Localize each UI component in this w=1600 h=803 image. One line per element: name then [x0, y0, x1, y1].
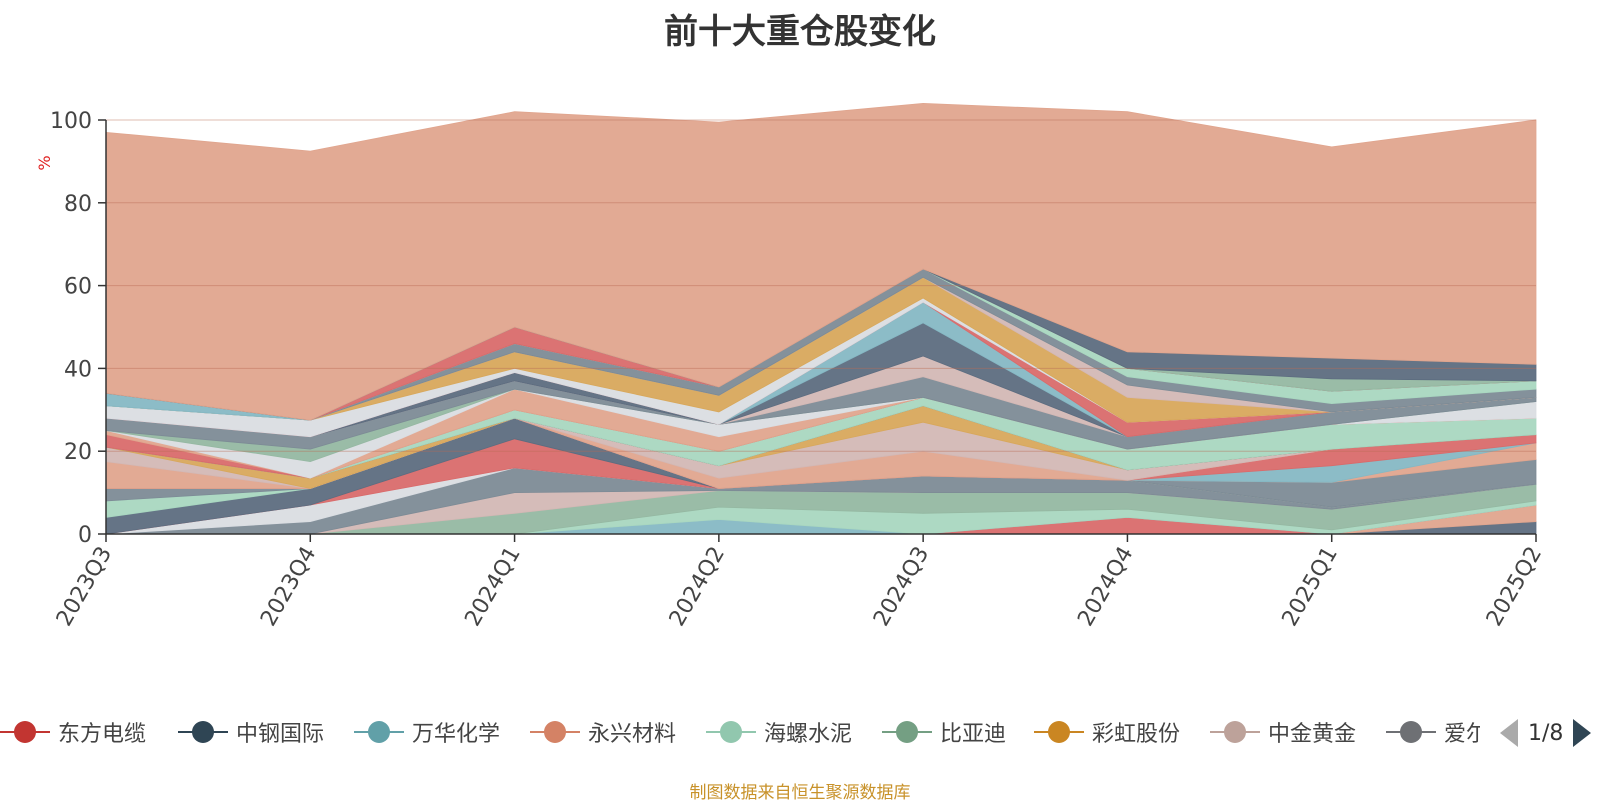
- chart-title: 前十大重仓股变化: [664, 12, 936, 52]
- x-tick-label: 2024Q4: [1073, 543, 1138, 631]
- x-tick-label: 2025Q2: [1482, 543, 1547, 631]
- legend-label: 彩虹股份: [1092, 722, 1181, 747]
- x-tick-label: 2024Q2: [665, 543, 730, 631]
- x-tick-label: 2025Q1: [1278, 543, 1343, 631]
- legend-label: 东方电缆: [58, 722, 147, 747]
- y-tick-label: 80: [64, 192, 92, 217]
- legend-marker: [1034, 717, 1084, 747]
- legend-item[interactable]: 爱尔眼科: [1386, 714, 1480, 750]
- legend-item[interactable]: 彩虹股份: [1034, 714, 1180, 750]
- legend-label: 中金黄金: [1268, 722, 1357, 747]
- x-tick-labels: 2023Q3 2023Q4 2024Q1 2024Q2 2024Q3 2024Q4 2025…: [52, 534, 1547, 631]
- y-tick-label: 100: [50, 109, 92, 134]
- x-tick-label: 2023Q3: [52, 543, 117, 631]
- legend-item[interactable]: 东方电缆: [0, 714, 146, 750]
- y-axis-unit: %: [35, 155, 54, 170]
- legend: 东方电缆 中钢国际 万华化学 永兴材料 海螺水泥 比亚迪 彩虹股份 中金黄金 爱尔眼科: [0, 714, 1480, 750]
- legend-item[interactable]: 比亚迪: [882, 714, 1006, 750]
- x-tick-label: 2023Q4: [256, 543, 321, 631]
- legend-item[interactable]: 万华化学: [354, 714, 500, 750]
- axes: [105, 120, 1536, 535]
- y-tick-label: 40: [64, 357, 92, 382]
- legend-label: 中钢国际: [236, 722, 325, 747]
- legend-marker: [1386, 717, 1436, 747]
- x-tick-label: 2024Q1: [460, 543, 525, 631]
- legend-item[interactable]: 中钢国际: [178, 714, 324, 750]
- legend-label: 海螺水泥: [764, 722, 853, 747]
- legend-next-page-button[interactable]: [1573, 719, 1592, 747]
- legend-pager: 1/8: [1500, 718, 1592, 748]
- legend-item[interactable]: 海螺水泥: [706, 714, 852, 750]
- area-layers: [105, 102, 1537, 535]
- legend-label: 爱尔眼科: [1444, 722, 1480, 747]
- area-series-39: [105, 102, 1537, 421]
- legend-prev-page-button[interactable]: [1500, 719, 1518, 747]
- legend-item[interactable]: 中金黄金: [1210, 714, 1356, 750]
- legend-marker: [706, 717, 756, 747]
- legend-item[interactable]: 永兴材料: [530, 714, 676, 750]
- legend-marker: [1210, 717, 1260, 747]
- y-tick-label: 60: [64, 275, 92, 300]
- legend-marker: [530, 717, 580, 747]
- gridlines: [106, 119, 1536, 452]
- y-tick-labels: 0 20 40 60 80 100: [50, 109, 106, 548]
- legend-page-indicator: 1/8: [1528, 720, 1564, 746]
- source-note: 制图数据来自恒生聚源数据库: [689, 783, 911, 803]
- legend-marker: [354, 717, 404, 747]
- y-tick-label: 20: [64, 440, 92, 465]
- legend-label: 比亚迪: [940, 722, 1007, 747]
- legend-marker: [882, 717, 932, 747]
- legend-marker: [178, 717, 228, 747]
- y-tick-label: 0: [78, 523, 92, 548]
- legend-label: 永兴材料: [588, 722, 677, 747]
- x-tick-label: 2024Q3: [869, 543, 934, 631]
- legend-label: 万华化学: [412, 722, 501, 747]
- legend-marker: [0, 717, 50, 747]
